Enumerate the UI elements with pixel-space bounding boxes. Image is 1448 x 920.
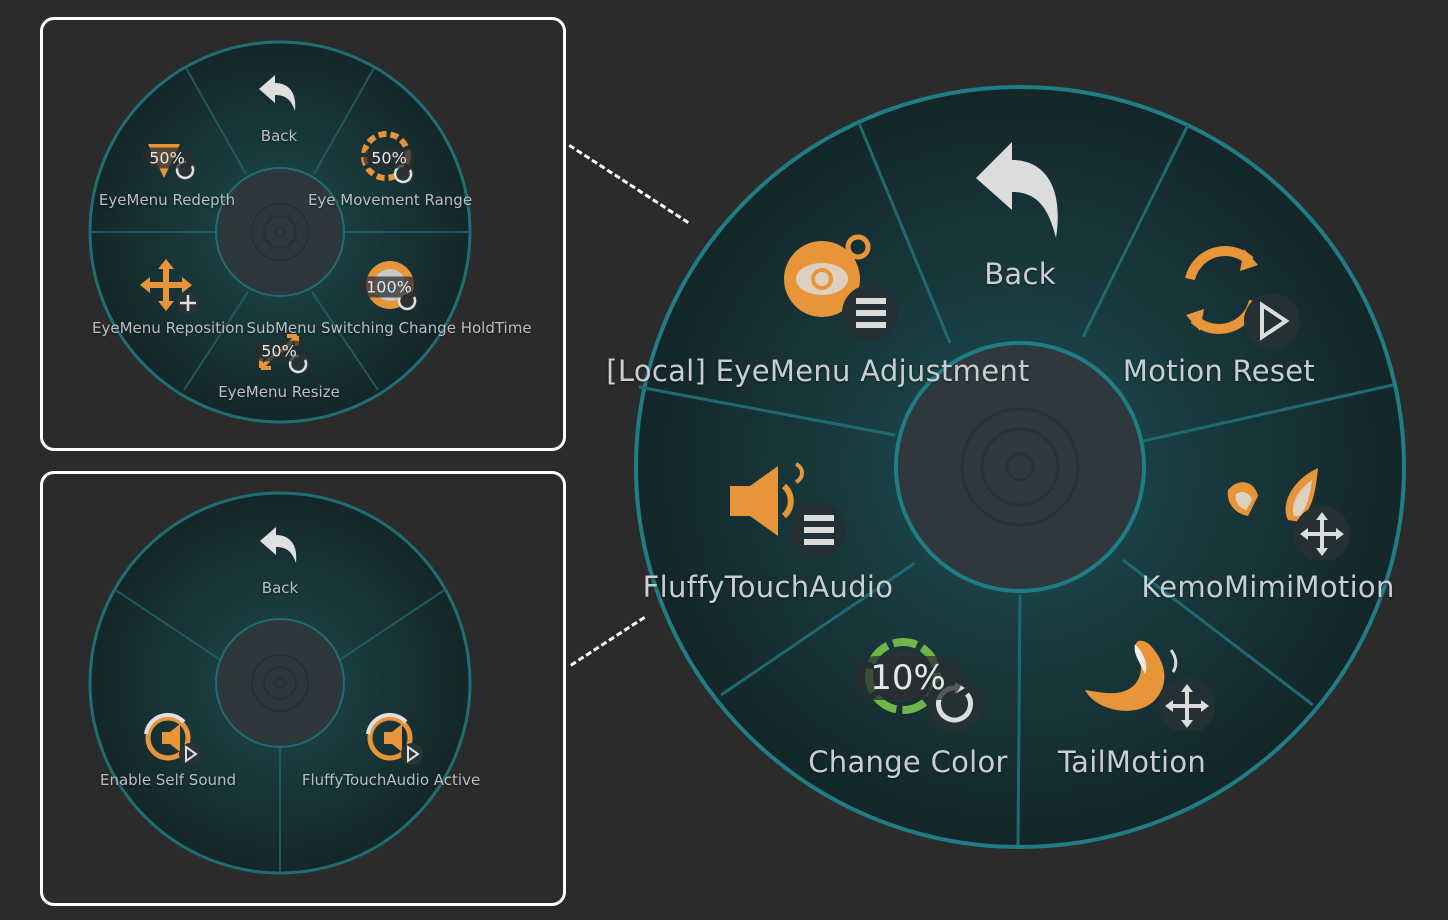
tail-icon bbox=[1085, 640, 1215, 730]
menu-item-label: Motion Reset bbox=[1122, 354, 1316, 388]
value-badge: 100% bbox=[358, 276, 420, 298]
value-badge: 10% bbox=[854, 656, 962, 700]
move-icon bbox=[140, 259, 199, 314]
ears-icon bbox=[1227, 468, 1350, 560]
menu-item-label: Back bbox=[984, 257, 1056, 291]
menu-item-label: EyeMenu Redepth bbox=[98, 191, 236, 209]
back-arrow-icon bbox=[260, 527, 297, 563]
menu-item-label: [Local] EyeMenu Adjustment bbox=[606, 354, 1030, 388]
value-badge: 50% bbox=[253, 340, 305, 362]
eye-icon bbox=[784, 234, 898, 341]
speaker-icon bbox=[730, 462, 846, 558]
menu-item-label: EyeMenu Resize bbox=[218, 383, 340, 401]
reset-icon bbox=[1185, 246, 1300, 349]
value-badge: 50% bbox=[141, 147, 193, 169]
menu-item-label: Change Color bbox=[808, 745, 1008, 779]
menu-item-label: SubMenu Switching Change HoldTime bbox=[246, 319, 532, 337]
menu-item-label: Back bbox=[260, 127, 298, 145]
menu-item-label: TailMotion bbox=[1057, 745, 1207, 779]
menu-item-label: FluffyTouchAudio Active bbox=[301, 771, 481, 789]
menu-item-label: Enable Self Sound bbox=[99, 771, 237, 789]
menu-item-label: FluffyTouchAudio bbox=[642, 570, 894, 604]
eye-menu-panel bbox=[40, 17, 566, 451]
menu-item-label: Eye Movement Range bbox=[307, 191, 473, 209]
back-arrow-icon bbox=[976, 142, 1058, 238]
radial-menu-wheel bbox=[88, 491, 472, 875]
audio-menu-panel bbox=[40, 471, 566, 906]
menu-item-label: KemoMimiMotion bbox=[1141, 570, 1395, 604]
self-sound-toggle-icon bbox=[144, 712, 201, 765]
menu-item-label: Back bbox=[261, 579, 299, 597]
back-arrow-icon bbox=[259, 75, 296, 111]
audio-toggle-icon bbox=[366, 712, 423, 765]
menu-item-label: EyeMenu Reposition bbox=[92, 319, 244, 337]
value-badge: 50% bbox=[363, 147, 415, 169]
